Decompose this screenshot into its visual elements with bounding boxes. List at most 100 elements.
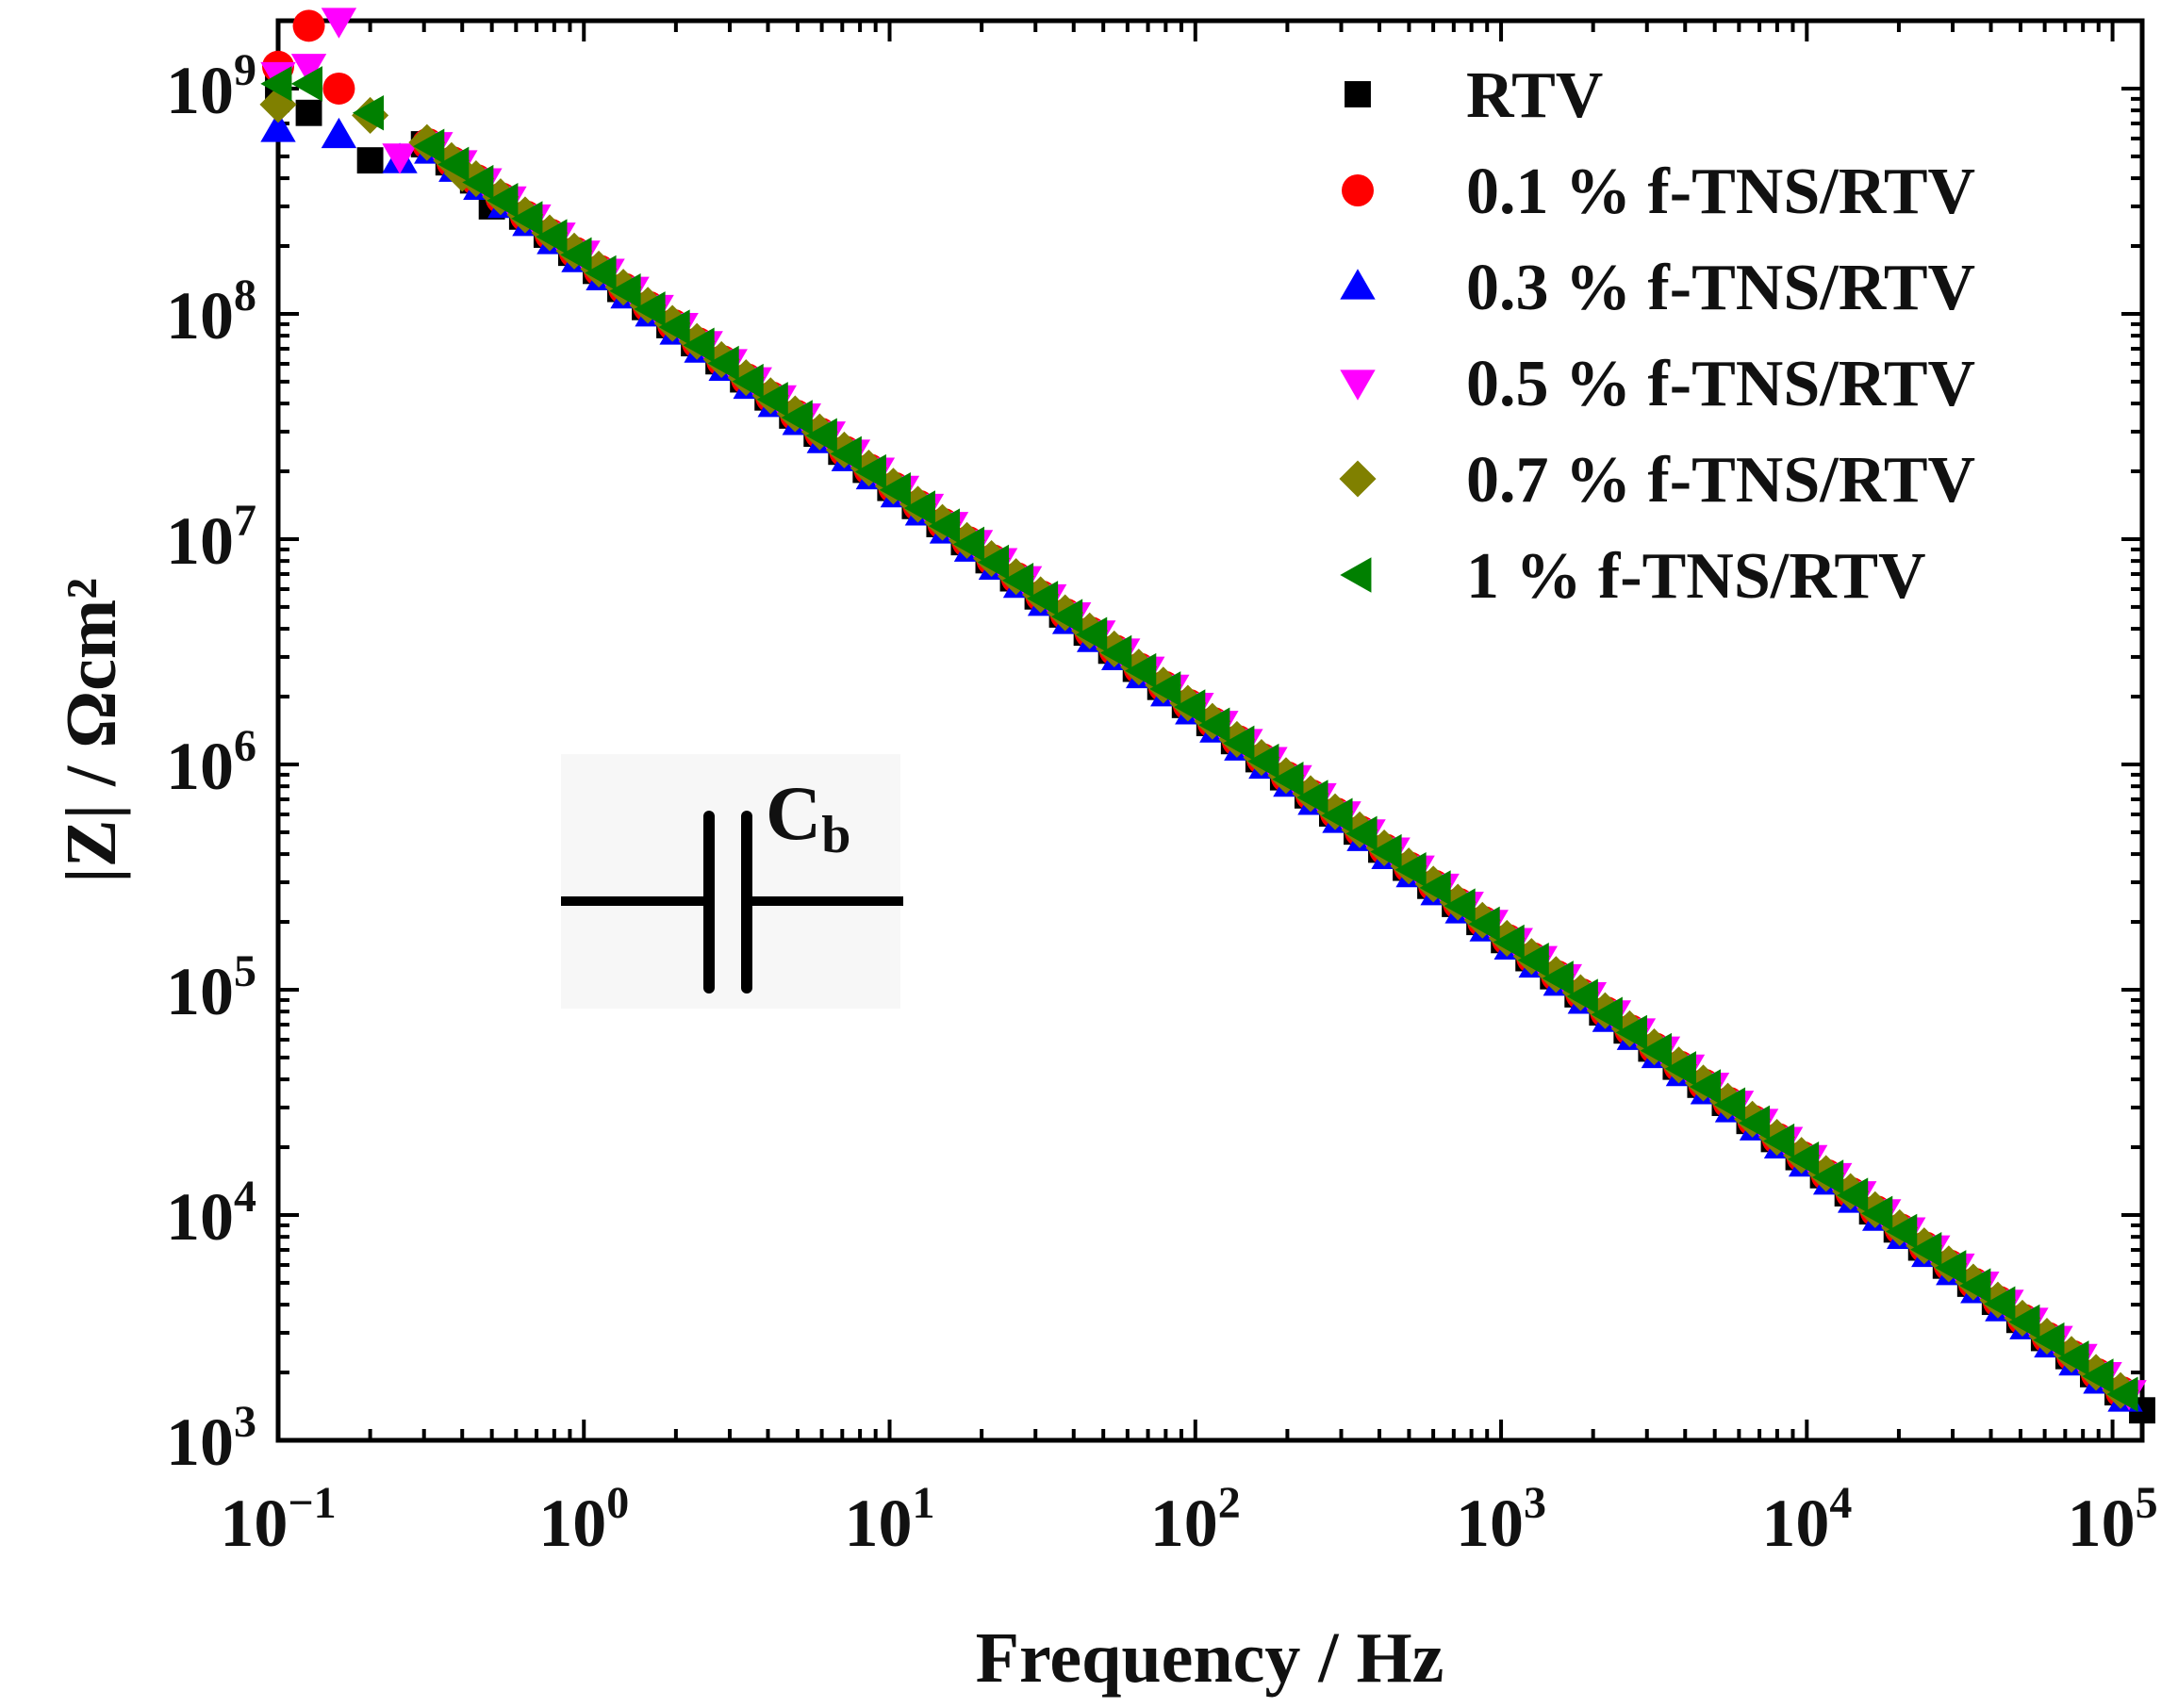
data-point [658,309,690,345]
y-tick-exponent: 7 [234,496,256,546]
data-point [321,8,357,39]
data-point [683,327,715,363]
x-tick-exponent: 4 [1829,1478,1852,1528]
data-point [2057,1340,2089,1376]
x-tick-base: 10 [220,1486,288,1561]
data-point [707,345,739,382]
y-tick-label: 107 [166,496,256,579]
data-point [292,9,325,42]
x-axis-title: Frequency / Hz [976,1618,1444,1698]
plot-frame [275,18,2145,1443]
x-tick-label: 100 [538,1478,629,1561]
data-point [1174,689,1206,725]
data-point [952,526,985,563]
y-axis-title: |Z| / Ωcm² [52,578,131,883]
y-tick-exponent: 3 [234,1397,256,1447]
data-point [879,472,911,508]
data-point [1321,797,1353,833]
data-point [1001,562,1034,599]
y-tick-base: 10 [166,503,234,579]
data-point [290,66,322,102]
x-tick-exponent: 1 [913,1478,935,1528]
legend-label: 1 % f-TNS/RTV [1466,540,1926,613]
data-point [1984,1286,2016,1322]
data-points [259,8,2155,1424]
legend-label: RTV [1466,59,1603,132]
data-point [560,237,592,273]
data-point [1247,743,1279,780]
circuit-inset: Cb [561,754,903,1009]
data-point [1738,1105,1771,1141]
data-point [1664,1051,1696,1087]
data-point [1468,906,1500,942]
data-point [1566,978,1598,1014]
data-point [1910,1231,1942,1268]
x-tick-exponent: 5 [2136,1478,2158,1528]
data-point [781,400,813,435]
circuit-inset-background [561,754,900,1009]
y-tick-label: 108 [166,271,256,353]
data-point [356,147,384,174]
data-point [260,111,296,142]
legend-label: 0.1 % f-TNS/RTV [1466,156,1975,228]
legend-marker [1340,557,1372,593]
data-point [1076,616,1108,652]
data-point [1591,996,1623,1032]
series-6-points [260,66,2138,1412]
legend-label: 0.5 % f-TNS/RTV [1466,348,1975,420]
capacitor-label-subscript: b [821,806,850,864]
x-tick-base: 10 [1456,1486,1524,1561]
data-point [756,382,788,418]
data-point [2033,1322,2065,1358]
data-point [1640,1032,1672,1069]
data-point [1615,1014,1647,1051]
axis-ticks [276,19,2142,1442]
y-tick-base: 10 [166,1179,234,1255]
x-tick-exponent: −1 [288,1478,336,1528]
data-point [1026,581,1059,616]
x-tick-labels: 10−1 100 101 102 103 104 105 [220,1478,2157,1561]
data-point [437,146,470,183]
data-point [928,508,961,544]
x-tick-label: 103 [1456,1478,1546,1561]
y-tick-base: 10 [166,53,234,128]
data-point [413,128,445,164]
data-point [382,143,418,174]
data-point [1149,671,1181,707]
y-tick-label: 104 [166,1172,256,1255]
data-point [1886,1213,1918,1250]
data-point [609,272,641,309]
y-tick-label: 109 [166,45,256,128]
y-tick-exponent: 5 [234,946,256,996]
legend-marker [1340,269,1376,300]
data-point [1517,942,1549,978]
data-point [1837,1177,1869,1213]
legend-marker [1345,81,1371,107]
y-tick-base: 10 [166,1404,234,1480]
legend: RTV 0.1 % f-TNS/RTV 0.3 % f-TNS/RTV 0.5 % f… [1339,59,1975,613]
x-tick-label: 104 [1761,1478,1852,1561]
y-tick-base: 10 [166,278,234,353]
data-point [1935,1250,1967,1286]
legend-label: 0.3 % f-TNS/RTV [1466,252,1975,324]
data-point [903,490,935,526]
data-point [1542,961,1574,996]
data-point [321,117,357,149]
data-point [1419,870,1451,906]
y-tick-label: 106 [166,721,256,804]
x-tick-exponent: 3 [1524,1478,1546,1528]
legend-label: 0.7 % f-TNS/RTV [1466,444,1975,517]
x-tick-exponent: 0 [606,1478,629,1528]
data-point [322,72,355,105]
data-point [1345,815,1378,852]
data-point [2008,1304,2040,1340]
data-point [511,201,543,237]
data-point [1125,652,1157,689]
data-point [260,66,292,102]
x-tick-base: 10 [1150,1486,1218,1561]
x-tick-base: 10 [845,1486,913,1561]
x-tick-label: 101 [845,1478,935,1561]
data-point [1296,780,1328,815]
data-point [805,418,837,453]
